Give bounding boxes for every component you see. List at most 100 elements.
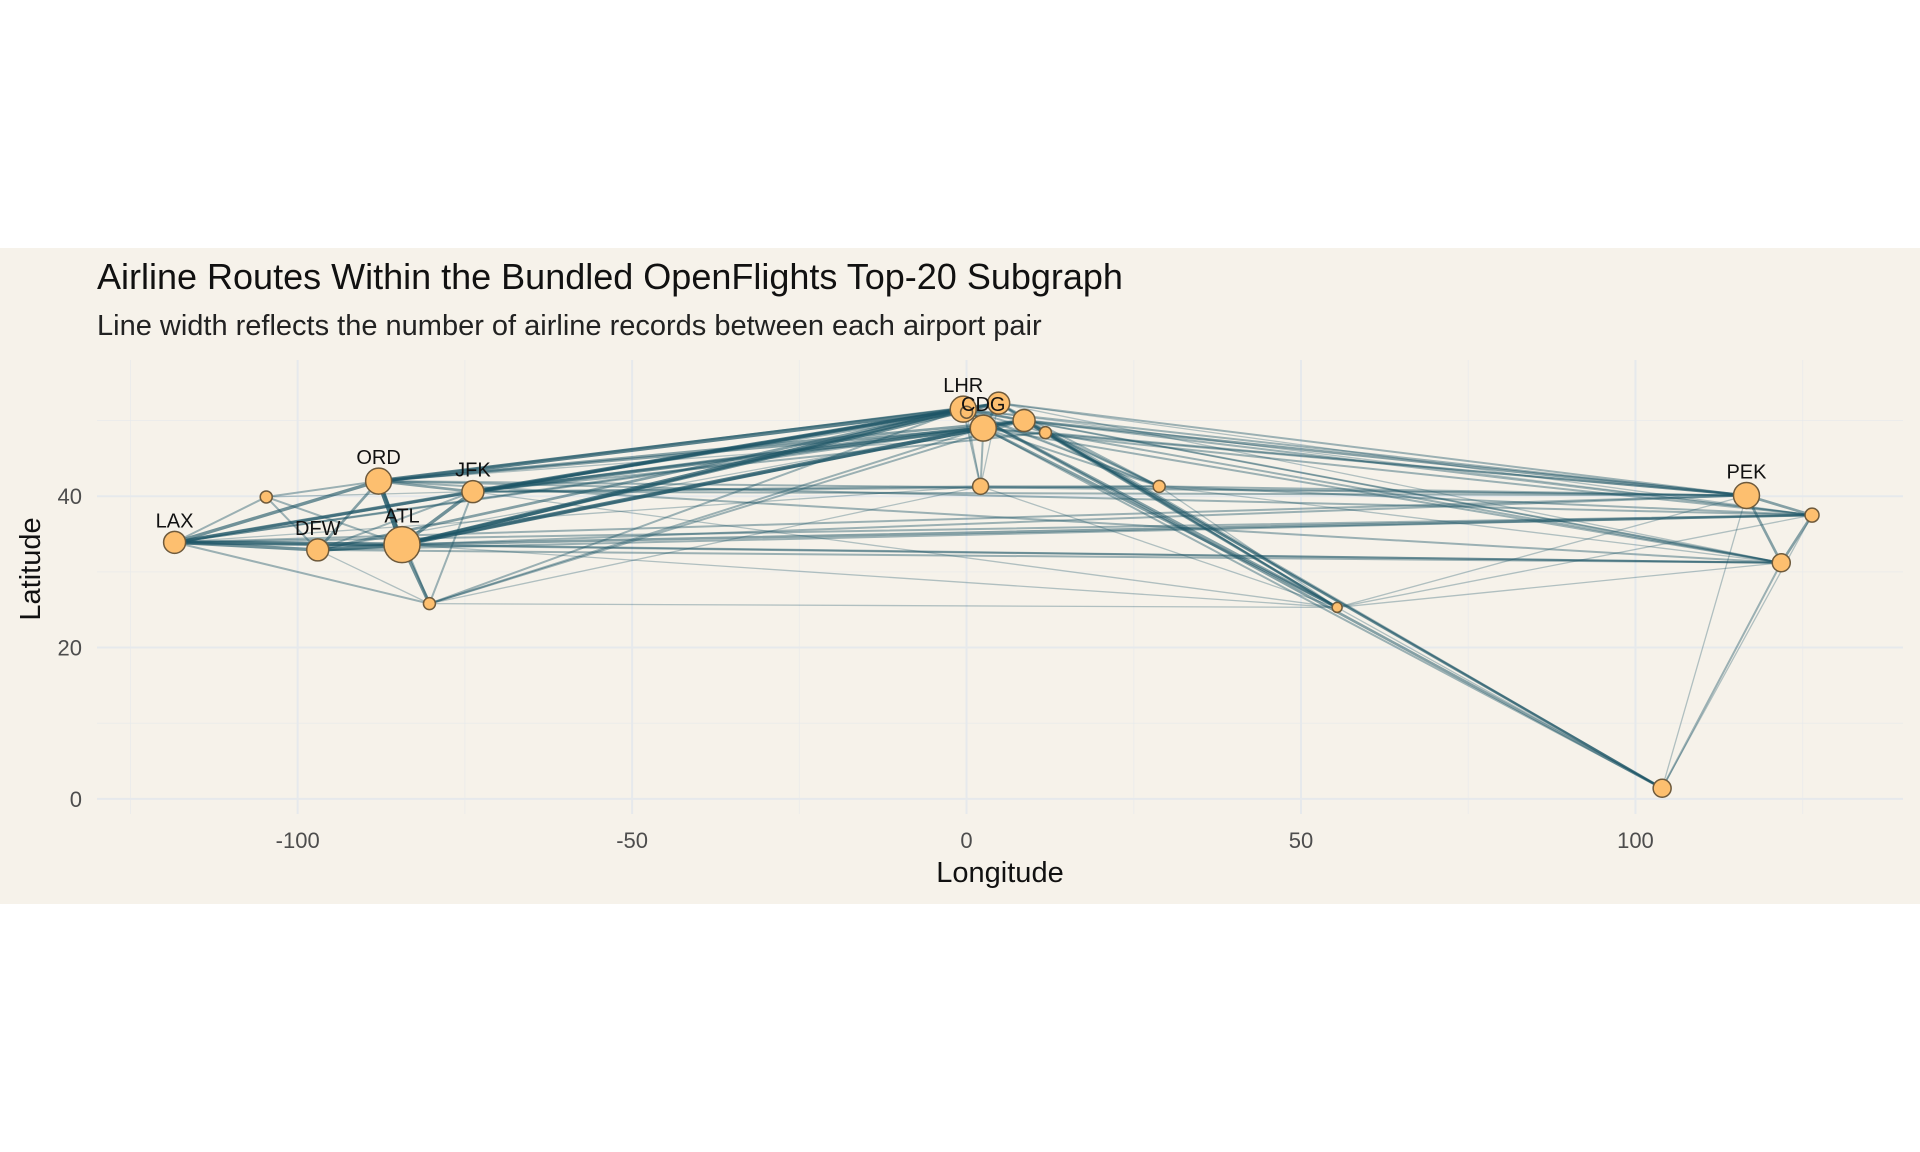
chart-title: Airline Routes Within the Bundled OpenFl… bbox=[97, 256, 1123, 297]
airport-node bbox=[959, 405, 974, 419]
route-line bbox=[173, 495, 268, 544]
axes: -100 -50 0 50 100 0 20 40 bbox=[58, 484, 1654, 853]
route-line bbox=[377, 402, 1000, 483]
airport-node bbox=[969, 414, 998, 442]
route-line bbox=[172, 479, 381, 545]
route-line bbox=[428, 485, 982, 605]
route-line bbox=[962, 408, 1813, 516]
route-line bbox=[982, 427, 1664, 790]
x-axis-title: Longitude bbox=[936, 857, 1063, 889]
airport-label: ORD bbox=[356, 447, 400, 469]
airport-label: PEK bbox=[1726, 461, 1767, 483]
y-axis-title: Latitude bbox=[15, 517, 47, 620]
route-line bbox=[982, 427, 1783, 564]
airport-label: CDG bbox=[961, 394, 1005, 416]
route-line bbox=[981, 426, 1339, 609]
route-line bbox=[1044, 431, 1748, 497]
route-line bbox=[377, 479, 475, 494]
route-line bbox=[1044, 431, 1783, 564]
route-line bbox=[471, 485, 1161, 493]
route-line bbox=[471, 401, 1001, 494]
route-line bbox=[173, 427, 985, 544]
airport-label: ATL bbox=[384, 506, 419, 528]
route-line bbox=[173, 541, 1783, 564]
route-line bbox=[1023, 419, 1783, 564]
airport-node bbox=[1152, 479, 1166, 494]
route-line bbox=[961, 407, 1664, 790]
x-tick-label: -50 bbox=[616, 828, 648, 853]
airport-node bbox=[1652, 778, 1672, 799]
route-line bbox=[979, 485, 1748, 497]
route-line bbox=[1158, 485, 1814, 517]
plot-panel bbox=[0, 248, 1920, 904]
route-line bbox=[428, 490, 474, 605]
x-tick-label: 50 bbox=[1289, 828, 1313, 853]
airport-node bbox=[1804, 507, 1820, 523]
route-line bbox=[1158, 485, 1338, 609]
route-line bbox=[471, 485, 982, 493]
route-line bbox=[316, 514, 1814, 551]
y-tick-label: 20 bbox=[58, 636, 82, 661]
route-line bbox=[471, 419, 1026, 494]
route-line bbox=[400, 513, 1814, 546]
route-line bbox=[377, 419, 1026, 483]
route-line bbox=[401, 494, 1748, 546]
x-tick-label: -100 bbox=[276, 828, 320, 853]
route-line bbox=[1336, 606, 1663, 789]
route-line bbox=[401, 543, 1338, 609]
route-line bbox=[979, 402, 1000, 488]
airport-node bbox=[1012, 408, 1036, 433]
route-line bbox=[1158, 485, 1782, 564]
airport-node bbox=[162, 530, 187, 555]
route-line bbox=[982, 427, 1161, 488]
route-line bbox=[979, 485, 1338, 609]
route-line bbox=[962, 408, 1782, 564]
x-tick-label: 0 bbox=[960, 828, 972, 853]
route-line bbox=[1336, 562, 1782, 609]
airport-node bbox=[305, 538, 330, 562]
route-line bbox=[998, 402, 1782, 564]
route-line bbox=[1336, 514, 1813, 609]
route-edges bbox=[172, 401, 1814, 790]
airport-node bbox=[422, 596, 437, 611]
airport-node bbox=[1331, 601, 1343, 614]
y-tick-label: 0 bbox=[70, 787, 82, 812]
route-line bbox=[965, 411, 1160, 488]
route-line bbox=[471, 431, 1047, 493]
route-line bbox=[428, 427, 985, 605]
airport-node bbox=[364, 467, 393, 495]
route-line bbox=[1044, 431, 1161, 488]
route-line bbox=[428, 602, 1338, 609]
grid bbox=[97, 360, 1903, 814]
route-line bbox=[173, 541, 431, 605]
chart-subtitle: Line width reflects the number of airlin… bbox=[97, 310, 1042, 342]
airport-nodes bbox=[162, 391, 1820, 799]
route-line bbox=[1044, 431, 1339, 609]
route-line bbox=[377, 480, 1814, 517]
airport-node bbox=[1038, 425, 1053, 440]
route-line bbox=[1023, 419, 1814, 517]
route-line bbox=[1022, 419, 1748, 497]
route-line bbox=[982, 427, 1814, 517]
route-line bbox=[265, 480, 380, 498]
airport-label: LAX bbox=[156, 510, 194, 532]
route-line bbox=[1661, 561, 1783, 790]
route-line bbox=[1022, 419, 1664, 790]
route-line bbox=[428, 408, 965, 605]
route-line bbox=[1661, 494, 1748, 789]
route-line bbox=[962, 408, 1161, 488]
route-line bbox=[265, 491, 474, 498]
route-line bbox=[997, 402, 1748, 497]
route-line bbox=[265, 495, 319, 551]
airport-node bbox=[1732, 481, 1761, 510]
route-line bbox=[472, 491, 1338, 609]
route-line bbox=[377, 480, 1748, 497]
route-line bbox=[401, 543, 1783, 564]
route-line bbox=[376, 407, 966, 484]
x-tick-label: 100 bbox=[1617, 828, 1654, 853]
airport-node bbox=[971, 477, 990, 496]
airport-node bbox=[986, 391, 1011, 415]
route-line bbox=[172, 540, 405, 547]
airport-label: JFK bbox=[455, 460, 491, 482]
